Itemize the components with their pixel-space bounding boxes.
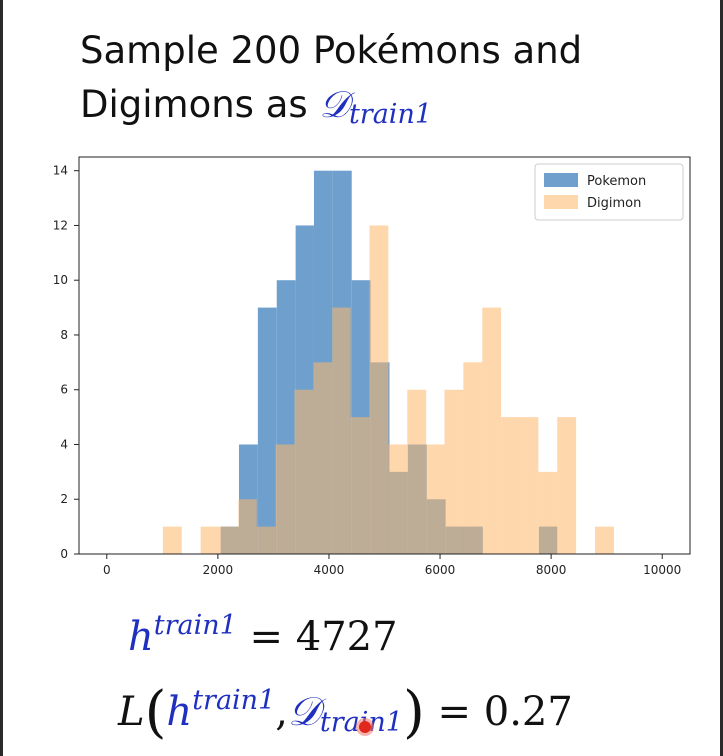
x-tick-label-2000: 2000 bbox=[203, 563, 234, 577]
digimon-bar-14 bbox=[444, 389, 464, 554]
threshold-superscript: train1 bbox=[153, 610, 237, 641]
digimon-bar-12 bbox=[407, 389, 427, 554]
y-tick-label-14: 14 bbox=[53, 164, 68, 178]
dataset-symbol: 𝒟train1 bbox=[319, 83, 432, 130]
legend-box bbox=[534, 163, 684, 221]
plot-area: 0 2000 4000 6000 8000 10000 0 2 4 6 8 10 12 14 Pokemon… bbox=[53, 156, 691, 577]
y-tick-label-2: 2 bbox=[60, 492, 68, 506]
title-line-1: Sample 200 Pokémons and bbox=[80, 29, 583, 72]
loss-equation: L(htrain1,𝒟train1) = 0.27 bbox=[118, 680, 573, 745]
x-tick-label-0: 0 bbox=[103, 563, 111, 577]
slide-title: Sample 200 Pokémons and Digimons as 𝒟tra… bbox=[80, 24, 700, 142]
digimon-bar-17 bbox=[501, 417, 521, 554]
digimon-bar-19 bbox=[538, 471, 558, 554]
loss-right-paren: ) bbox=[402, 680, 425, 745]
digimon-bar-8 bbox=[332, 307, 351, 554]
x-tick-label-10000: 10000 bbox=[643, 563, 681, 577]
digimon-bar-11 bbox=[388, 444, 408, 554]
loss-dataset-letter: 𝒟 bbox=[287, 689, 320, 735]
digimon-bar-7 bbox=[313, 362, 333, 554]
digimon-bar-10 bbox=[369, 225, 389, 554]
digimon-bar-0 bbox=[162, 526, 182, 554]
threshold-symbol: htrain1 bbox=[128, 610, 237, 660]
x-tick-label-8000: 8000 bbox=[536, 563, 567, 577]
right-frame-border bbox=[720, 0, 723, 756]
digimon-bar-13 bbox=[426, 444, 445, 554]
threshold-equation: htrain1 = 4727 bbox=[128, 610, 398, 660]
legend-swatch-pokemon bbox=[544, 173, 578, 187]
loss-value: = 0.27 bbox=[437, 689, 573, 735]
digimon-bar-6 bbox=[294, 389, 314, 554]
loss-dataset-symbol: 𝒟train1 bbox=[287, 689, 403, 738]
digimon-bar-21 bbox=[595, 526, 614, 554]
loss-comma: , bbox=[275, 689, 288, 735]
title-line-2-prefix: Digimons as bbox=[80, 83, 320, 126]
title-line-2: Digimons as 𝒟train1 bbox=[80, 78, 700, 142]
digimon-bar-16 bbox=[482, 307, 502, 554]
dataset-letter: 𝒟 bbox=[319, 83, 349, 126]
legend-label-digimon: Digimon bbox=[587, 196, 641, 211]
threshold-h: h bbox=[128, 614, 154, 660]
digimon-bar-2 bbox=[219, 526, 239, 554]
loss-h-symbol: htrain1 bbox=[166, 685, 275, 735]
digimon-bar-18 bbox=[520, 417, 539, 554]
y-tick-label-12: 12 bbox=[53, 218, 68, 232]
x-tick-label-4000: 4000 bbox=[314, 563, 345, 577]
loss-left-paren: ( bbox=[144, 680, 167, 745]
y-tick-label-10: 10 bbox=[53, 273, 68, 287]
y-tick-label-6: 6 bbox=[60, 383, 68, 397]
legend-swatch-digimon bbox=[544, 195, 578, 209]
y-tick-label-0: 0 bbox=[60, 547, 68, 561]
digimon-bar-3 bbox=[238, 499, 257, 554]
digimon-bar-4 bbox=[256, 526, 276, 554]
pokemon-bar-2 bbox=[257, 307, 277, 554]
loss-h-superscript: train1 bbox=[192, 685, 276, 716]
digimon-bar-9 bbox=[350, 417, 370, 554]
loss-h: h bbox=[166, 689, 193, 735]
digimon-bar-20 bbox=[557, 417, 577, 554]
laser-pointer-dot bbox=[359, 721, 371, 733]
histogram-chart: 0 2000 4000 6000 8000 10000 0 2 4 6 8 10 12 14 Pokemon… bbox=[53, 156, 691, 577]
digimon-bar-1 bbox=[200, 526, 220, 554]
plot-frame bbox=[78, 156, 691, 555]
legend-label-pokemon: Pokemon bbox=[587, 174, 646, 189]
loss-symbol: L bbox=[118, 689, 145, 735]
left-frame-border bbox=[0, 0, 3, 756]
digimon-bar-15 bbox=[463, 362, 483, 554]
x-tick-label-6000: 6000 bbox=[425, 563, 456, 577]
y-tick-label-8: 8 bbox=[60, 328, 68, 342]
dataset-subscript: train1 bbox=[348, 99, 433, 130]
digimon-bar-5 bbox=[275, 444, 295, 554]
y-tick-label-4: 4 bbox=[60, 437, 68, 451]
threshold-value: = 4727 bbox=[249, 614, 398, 660]
